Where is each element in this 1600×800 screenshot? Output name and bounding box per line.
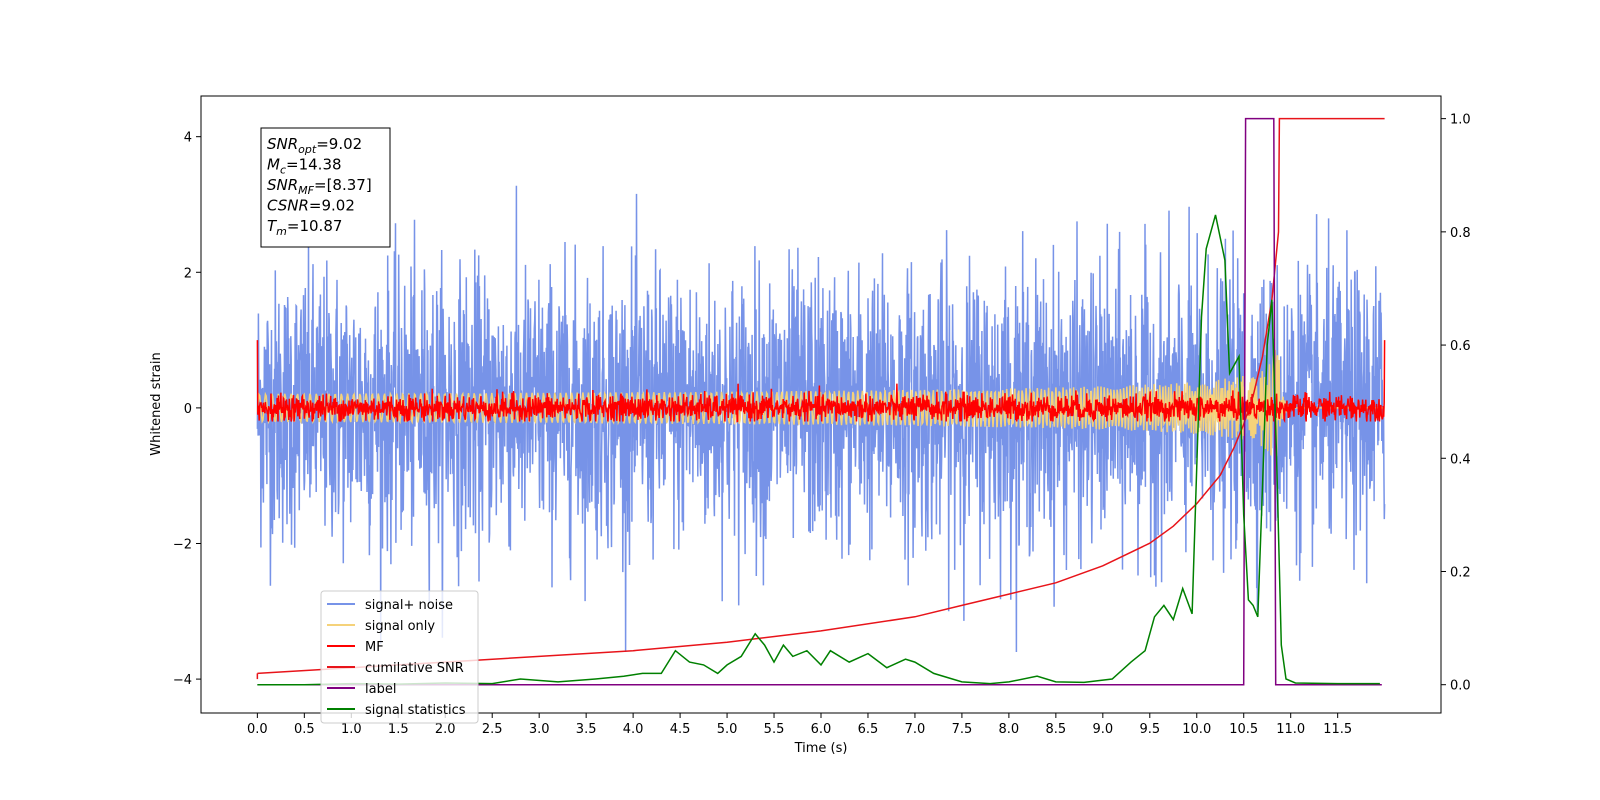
x-tick-label: 4.0	[623, 722, 644, 737]
series-cumilative-snr-line	[257, 117, 1385, 675]
x-tick-label: 2.0	[435, 722, 456, 737]
x-tick-label: 10.0	[1182, 722, 1211, 737]
x-tick-label: 7.0	[905, 722, 926, 737]
x-axis-title: Time (s)	[794, 741, 848, 756]
x-tick-label: 7.5	[952, 722, 973, 737]
x-tick-label: 1.5	[388, 722, 409, 737]
x-tick-label: 6.5	[858, 722, 879, 737]
x-tick-label: 8.5	[1046, 722, 1067, 737]
y-right-tick-label: 0.2	[1450, 565, 1471, 580]
series-signal-statistics-line	[257, 214, 1380, 686]
info-box-line: SNRopt=9.02	[267, 135, 362, 156]
legend-label: cumilative SNR	[365, 661, 464, 676]
y-tick-label: 4	[184, 131, 192, 146]
y-right-tick-label: 0.6	[1450, 339, 1471, 354]
y-right-tick-label: 0.8	[1450, 226, 1471, 241]
y-axis-right: 1.0 0.8 0.6 0.4 0.2 0.0	[1441, 113, 1471, 694]
x-tick-label: 4.5	[670, 722, 691, 737]
x-tick-label: 5.5	[764, 722, 785, 737]
legend-label: MF	[365, 640, 384, 655]
y-tick-label: 0	[184, 402, 192, 417]
series-mf-line	[256, 340, 1386, 424]
x-tick-label: 9.0	[1092, 722, 1113, 737]
info-box-line: Mc=14.38	[267, 156, 342, 177]
x-tick-label: 3.5	[576, 722, 597, 737]
legend: signal+ noise signal only MF cumilative SNR…	[320, 590, 479, 724]
x-tick-label: 8.0	[999, 722, 1020, 737]
series-layer	[256, 117, 1386, 686]
legend-label: signal only	[365, 619, 435, 634]
y-right-tick-label: 0.4	[1450, 452, 1471, 467]
legend-label: label	[365, 682, 396, 697]
info-box: SNRopt=9.02Mc=14.38SNRMF=[8.37]CSNR=9.02…	[260, 127, 391, 248]
x-axis: 0.0 0.5 1.0 1.5 2.0 2.5 3.0 3.5 4.0 4.5 5.0 5.5 6.0 6…	[247, 713, 1352, 737]
x-tick-label: 11.0	[1276, 722, 1305, 737]
y-right-tick-label: 1.0	[1450, 113, 1471, 128]
y-tick-label: −4	[173, 673, 192, 688]
x-tick-label: 3.0	[529, 722, 550, 737]
series-signal-noise-line	[256, 185, 1386, 653]
x-tick-label: 10.5	[1229, 722, 1258, 737]
x-tick-label: 0.5	[294, 722, 315, 737]
x-tick-label: 11.5	[1323, 722, 1352, 737]
x-tick-label: 0.0	[247, 722, 268, 737]
legend-label: signal statistics	[365, 703, 466, 718]
x-tick-label: 9.5	[1139, 722, 1160, 737]
info-box-line: CSNR=9.02	[267, 197, 355, 215]
info-box-frame	[260, 127, 391, 248]
info-box-line: SNRMF=[8.37]	[267, 176, 372, 197]
x-tick-label: 5.0	[717, 722, 738, 737]
y-right-tick-label: 0.0	[1450, 679, 1471, 694]
x-tick-label: 1.0	[341, 722, 362, 737]
x-tick-label: 2.5	[482, 722, 503, 737]
y-tick-label: 2	[184, 266, 192, 281]
x-tick-label: 6.0	[811, 722, 832, 737]
y-tick-label: −2	[173, 537, 192, 552]
y-axis-title: Whitened strain	[149, 352, 164, 455]
series-label-line	[257, 117, 1382, 686]
y-axis-left: 4 2 0 −2 −4	[173, 131, 201, 688]
info-box-line: Tm=10.87	[267, 217, 342, 238]
legend-frame	[320, 590, 479, 724]
legend-label: signal+ noise	[365, 598, 453, 613]
